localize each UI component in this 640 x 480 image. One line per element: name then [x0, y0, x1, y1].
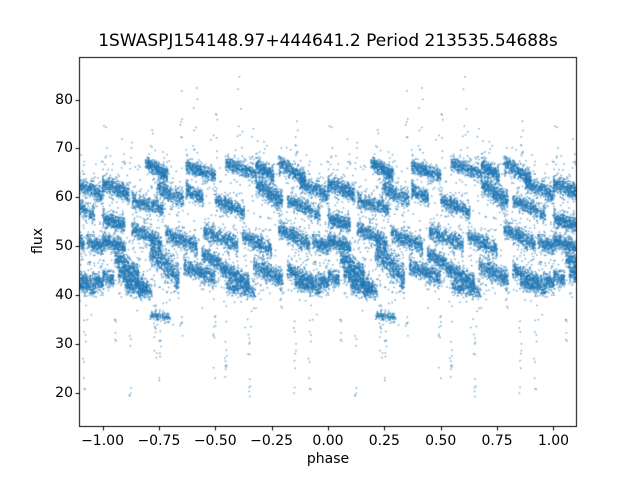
y-tick-label: 60 — [55, 189, 73, 206]
plot-title: 1SWASPJ154148.97+444641.2 Period 213535.… — [98, 31, 558, 51]
y-axis-label: flux — [30, 228, 46, 254]
x-tick-label: 0.75 — [481, 433, 513, 449]
y-tick-label: 40 — [55, 287, 73, 304]
y-tick-label: 70 — [55, 140, 73, 157]
x-tick-label: −0.25 — [250, 433, 294, 449]
x-tick-label: 0.25 — [368, 433, 400, 449]
x-axis-label: phase — [306, 451, 350, 467]
y-tick-label: 20 — [55, 384, 73, 401]
y-tick-label: 50 — [55, 238, 73, 255]
x-tick-label: −0.75 — [137, 433, 181, 449]
y-tick-label: 30 — [55, 335, 73, 352]
x-tick-label: −0.50 — [193, 433, 237, 449]
y-tick-label: 80 — [55, 91, 73, 108]
x-tick-label: 0.00 — [312, 433, 344, 449]
x-tick-label: −1.00 — [81, 433, 124, 449]
x-tick-label: 0.50 — [425, 433, 457, 449]
x-tick-label: 1.00 — [537, 433, 570, 449]
